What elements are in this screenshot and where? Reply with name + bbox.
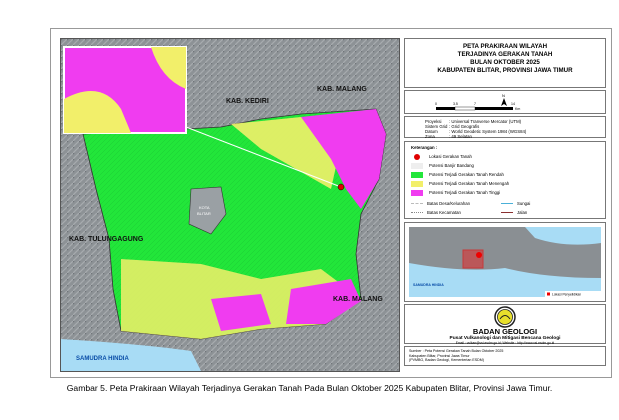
projection-row: Datum : World Geodetic System 1984 (WGS84… <box>425 129 585 134</box>
legend-line-road: Jalan <box>501 208 581 217</box>
label-blitar: BLITAR <box>197 211 211 216</box>
source-line: (PVMBG, Badan Geologi, Kementerian ESDM) <box>409 358 484 362</box>
label-kota: KOTA <box>199 205 210 210</box>
scale-segment <box>436 107 455 110</box>
legend-line-district-boundary: Batas Kecamatan <box>411 208 501 217</box>
projection-info: Proyeksi : Universal Tranverse Mercator (… <box>404 116 606 139</box>
legend-label: Jalan <box>517 210 528 215</box>
projection-row: Proyeksi : Universal Tranverse Mercator (… <box>425 119 585 124</box>
inset-sea-label: SAMUDRA HINDIA <box>413 283 444 287</box>
inset-medium-zone <box>151 47 186 89</box>
legend-line-river: Sungai <box>501 199 581 208</box>
legend-item: Potensi Terjadi Gerakan Tanah Menengah <box>411 179 599 188</box>
projection-key: Zona <box>425 134 435 139</box>
high-potential-zone <box>211 294 271 331</box>
legend-swatch <box>411 171 423 178</box>
legend-label: Potensi Terjadi Gerakan Tanah Rendah <box>429 172 504 177</box>
scale-bar-panel: N 0 3.5 7 14 Km <box>404 90 606 114</box>
legend-heading: Keterangan : <box>411 145 438 150</box>
projection-key: Datum <box>425 129 438 134</box>
title-line: TERJADINYA GERAKAN TANAH <box>457 51 553 58</box>
legend-label: Lokasi Gerakan Tanah <box>429 154 472 159</box>
label-kab-malang-south: KAB. MALANG <box>333 296 383 303</box>
legend-label: Batas Desa/Kelurahan <box>427 201 470 206</box>
projection-value: : World Geodetic System 1984 (WGS84) <box>449 129 527 134</box>
legend-label: Potensi Banjir Bandang <box>429 163 474 168</box>
projection-key: Proyeksi <box>425 119 442 124</box>
label-kab-tulungagung: KAB. TULUNGAGUNG <box>69 236 144 243</box>
projection-value: : 49 Selatan <box>449 134 472 139</box>
source-line: Sumber : Peta Potensi Gerakan Tanah Bula… <box>409 349 504 353</box>
scale-segment <box>454 106 476 111</box>
legend-label: Potensi Terjadi Gerakan Tanah Menengah <box>429 181 510 186</box>
scale-tick: 0 <box>435 102 437 106</box>
legend-item: Lokasi Gerakan Tanah <box>411 152 599 161</box>
scale-tick: 3.5 <box>453 102 458 106</box>
legend-line-village-boundary: Batas Desa/Kelurahan <box>411 199 501 208</box>
projection-value: : Grid Geografis <box>449 124 480 129</box>
legend-swatch <box>411 162 423 169</box>
inset-sea-north <box>525 227 601 245</box>
title-line: PETA PRAKIRAAN WILAYAH <box>462 43 548 50</box>
inset-medium-zone <box>64 91 131 133</box>
north-label: N <box>502 93 505 98</box>
inset-legend-label: Lokasi Penyelidikan <box>552 293 581 297</box>
location-marker-icon <box>411 153 423 160</box>
inset-sea <box>409 263 601 297</box>
legend-item: Potensi Terjadi Gerakan Tanah Rendah <box>411 170 599 179</box>
projection-key: Sistem Grid <box>425 124 448 129</box>
legend: Keterangan : Lokasi Gerakan Tanah Potensi… <box>404 141 606 219</box>
inset-location-marker <box>476 252 482 258</box>
source-line: Kabupaten Blitar, Provinsi Jawa Timur <box>409 353 470 358</box>
org-contact: Email : vulkan@vsi.esdm.go.id; Website :… <box>455 341 555 345</box>
title-line: BULAN OKTOBER 2025 <box>470 59 540 66</box>
scale-unit: Km <box>515 107 520 111</box>
legend-swatch <box>411 180 423 187</box>
projection-row: Sistem Grid: Grid Geografis <box>425 124 585 129</box>
scale-segment <box>475 107 513 110</box>
org-name: BADAN GEOLOGI <box>472 327 538 336</box>
legend-item: Potensi Terjadi Gerakan Tanah Tinggi <box>411 188 599 197</box>
title-line: KABUPATEN BLITAR, PROVINSI JAWA TIMUR <box>437 67 573 74</box>
badan-geologi-logo <box>494 306 516 328</box>
legend-item: Potensi Banjir Bandang <box>411 161 599 170</box>
inset-map: SAMUDRA HINDIA Lokasi Penyelidikan <box>404 222 606 302</box>
north-arrow-icon <box>501 98 507 106</box>
map-title: PETA PRAKIRAAN WILAYAH TERJADINYA GERAKA… <box>404 38 606 88</box>
label-kab-kediri: KAB. KEDIRI <box>226 98 269 105</box>
projection-value: : Universal Tranverse Mercator (UTM) <box>449 119 522 124</box>
org-subname: Pusat Vulkanologi dan Mitigasi Bencana G… <box>449 336 561 341</box>
figure-caption: Gambar 5. Peta Prakiraan Wilayah Terjadi… <box>66 383 553 393</box>
inset-legend-bg <box>545 291 601 297</box>
kota-blitar-area <box>188 186 227 235</box>
badan-geologi-logo-panel: BADAN GEOLOGI Pusat Vulkanologi dan Miti… <box>404 304 606 345</box>
legend-label: Potensi Terjadi Gerakan Tanah Tinggi <box>429 190 501 195</box>
scale-tick: 14 <box>511 102 515 106</box>
label-kab-malang-north: KAB. MALANG <box>317 86 367 93</box>
landslide-location-marker <box>337 183 345 191</box>
legend-label: Sungai <box>517 201 531 206</box>
inset-legend-swatch <box>547 292 550 296</box>
scale-tick: 7 <box>474 102 476 106</box>
label-sea: SAMUDRA HINDIA <box>76 356 129 362</box>
sea-area <box>61 339 201 371</box>
source-info: Sumber : Peta Potensi Gerakan Tanah Bula… <box>404 346 606 366</box>
inset-leader-line <box>185 126 342 188</box>
legend-swatch <box>411 189 423 196</box>
medium-potential-zone <box>231 117 341 189</box>
projection-row: Zona : 49 Selatan <box>425 134 585 139</box>
legend-label: Batas Kecamatan <box>427 210 461 215</box>
high-potential-zone <box>301 109 386 209</box>
high-potential-zone <box>286 279 361 324</box>
main-map: KAB. KEDIRI KAB. MALANG KAB. TULUNGAGUNG… <box>60 38 400 372</box>
